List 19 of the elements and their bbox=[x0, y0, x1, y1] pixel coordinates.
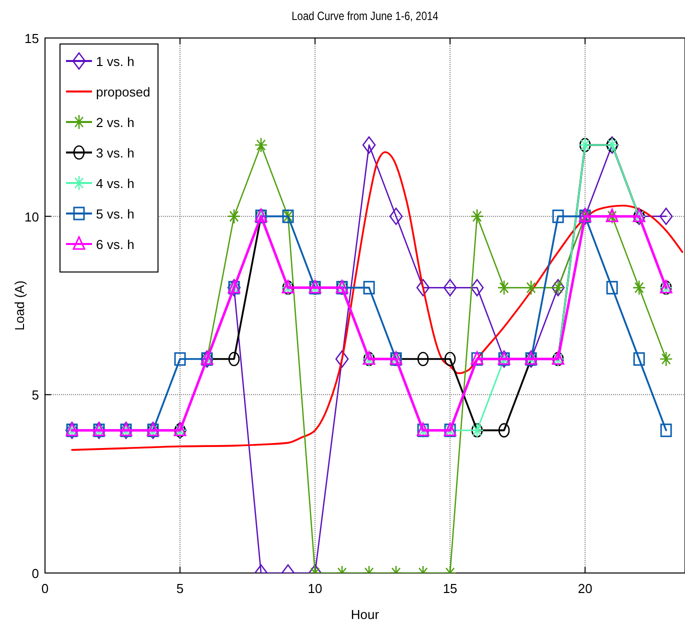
x-tick-label: 20 bbox=[578, 581, 592, 596]
legend-label: 6 vs. h bbox=[96, 237, 134, 252]
legend-label: 2 vs. h bbox=[96, 115, 134, 130]
legend-label: 1 vs. h bbox=[96, 54, 134, 69]
y-tick-label: 10 bbox=[24, 209, 39, 224]
legend-label: 5 vs. h bbox=[96, 206, 134, 222]
y-tick-label: 5 bbox=[32, 388, 39, 403]
chart-title: Load Curve from June 1-6, 2014 bbox=[292, 10, 438, 24]
x-tick-label: 0 bbox=[41, 581, 49, 596]
legend-label: proposed bbox=[96, 84, 150, 100]
x-tick-label: 15 bbox=[442, 581, 458, 596]
y-tick-label: 0 bbox=[32, 566, 39, 581]
legend-label: 4 vs. h bbox=[96, 176, 134, 191]
x-axis-title: Hour bbox=[350, 607, 380, 622]
y-axis-title: Load (A) bbox=[12, 280, 27, 330]
x-tick-label: 5 bbox=[176, 581, 184, 596]
y-tick-label: 15 bbox=[24, 31, 39, 46]
legend-label: 3 vs. h bbox=[96, 146, 134, 160]
x-tick-label: 10 bbox=[308, 581, 322, 596]
